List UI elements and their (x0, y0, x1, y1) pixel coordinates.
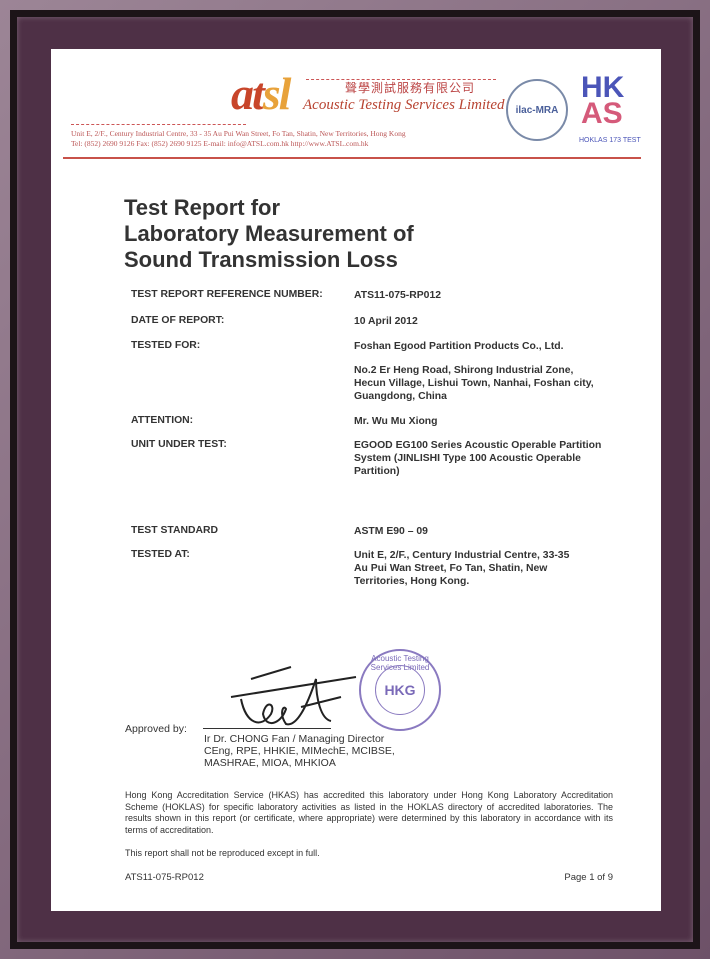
company-stamp: Acoustic Testing Services Limited HKG (359, 649, 441, 731)
field-value: No.2 Er Heng Road, Shirong Industrial Zo… (354, 365, 594, 402)
report-title: Test Report for Laboratory Measurement of… (124, 195, 414, 273)
company-name-chinese: 聲學測試服務有限公司 (345, 81, 476, 95)
footer-reference: ATS11-075-RP012 (125, 872, 204, 883)
page-number: Page 1 of 9 (564, 872, 613, 883)
title-line: Laboratory Measurement of (124, 221, 414, 246)
signer-qualifications: MASHRAE, MIOA, MHKIOA (204, 757, 336, 769)
accreditation-note: Hong Kong Accreditation Service (HKAS) h… (125, 790, 613, 835)
field-label: TEST REPORT REFERENCE NUMBER: (131, 289, 323, 300)
address-line: Unit E, 2/F., Century Industrial Centre,… (71, 129, 406, 138)
company-name: Acoustic Testing Services Limited (303, 97, 505, 113)
atsl-logo: atsl (231, 68, 291, 119)
title-line: Sound Transmission Loss (124, 247, 398, 272)
field-label: TESTED FOR: (131, 340, 201, 351)
ilac-mra-logo: ilac-MRA (506, 79, 568, 141)
wave-decoration (71, 124, 246, 126)
field-value: Foshan Egood Partition Products Co., Ltd… (354, 341, 564, 352)
field-value: Unit E, 2/F., Century Industrial Centre,… (354, 550, 570, 587)
signer-qualifications: CEng, RPE, HHKIE, MIMechE, MCIBSE, (204, 745, 395, 757)
hkas-logo: HK AS (581, 71, 625, 130)
field-value: EGOOD EG100 Series Acoustic Operable Par… (354, 440, 602, 477)
field-value: 10 April 2012 (354, 316, 418, 327)
title-line: Test Report for (124, 195, 281, 220)
signer-details: Ir Dr. CHONG Fan / Managing Director CEng… (204, 733, 395, 769)
letterhead-rule (63, 157, 641, 159)
signer-name: Ir Dr. CHONG Fan / Managing Director (204, 733, 385, 745)
letterhead: atsl 聲學測試服務有限公司 Acoustic Testing Service… (51, 49, 661, 169)
contact-line: Tel: (852) 2690 9126 Fax: (852) 2690 912… (71, 139, 369, 148)
stamp-emblem: HKG (375, 665, 425, 715)
field-label: UNIT UNDER TEST: (131, 439, 227, 450)
field-label: ATTENTION: (131, 415, 194, 426)
signature (230, 666, 357, 726)
field-label: TESTED AT: (131, 549, 190, 560)
field-label: TEST STANDARD (131, 525, 218, 536)
field-label: DATE OF REPORT: (131, 315, 225, 326)
field-value: ATS11-075-RP012 (354, 290, 442, 301)
field-value: Mr. Wu Mu Xiong (354, 416, 438, 427)
approved-by-label: Approved by: (125, 723, 187, 735)
reproduction-note: This report shall not be reproduced exce… (125, 848, 320, 858)
hoklas-number: HOKLAS 173 TEST (579, 137, 641, 144)
field-value: ASTM E90 – 09 (354, 526, 428, 537)
report-page: atsl 聲學測試服務有限公司 Acoustic Testing Service… (51, 49, 661, 911)
wave-decoration (306, 79, 496, 81)
signature-line (203, 728, 331, 729)
company-address: Unit E, 2/F., Century Industrial Centre,… (71, 129, 406, 149)
